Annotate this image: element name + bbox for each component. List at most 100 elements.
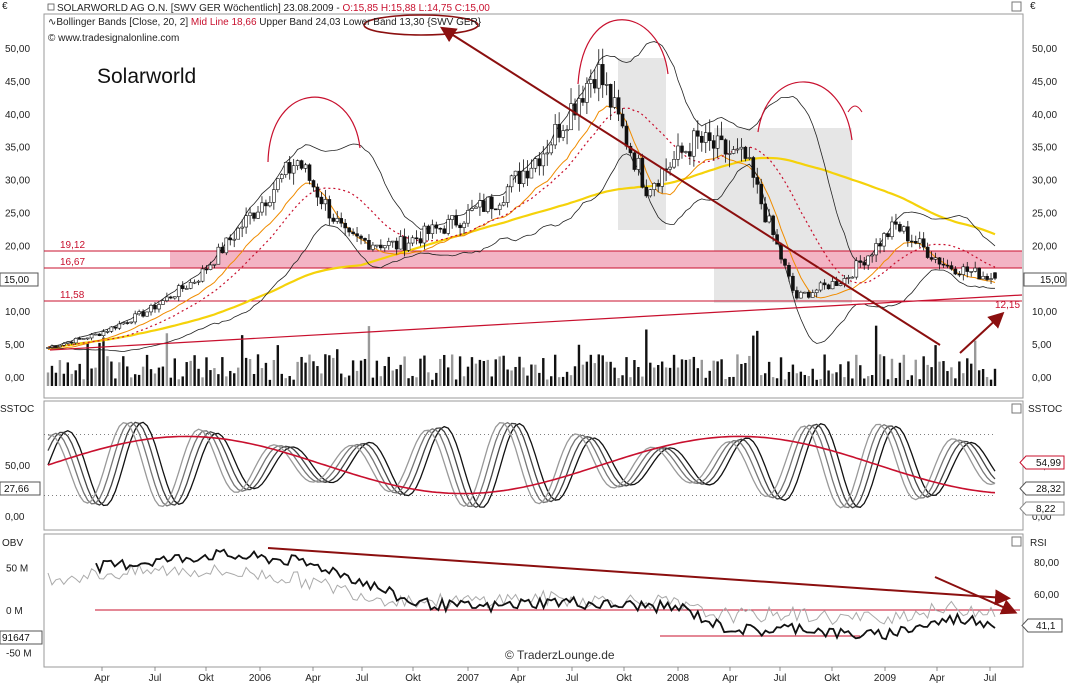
candle-body: [799, 291, 803, 299]
volume-bar: [383, 366, 386, 386]
candle-body: [89, 334, 94, 339]
candle-body: [608, 84, 613, 108]
volume-bar: [649, 362, 652, 386]
volume-bar: [490, 376, 493, 386]
volume-bar: [863, 378, 866, 386]
price-tick-right: 25,00: [1032, 209, 1057, 220]
price-tick-right: 10,00: [1032, 307, 1057, 318]
sstoc-signal-line: [47, 435, 996, 495]
level-label-2: 16,67: [60, 257, 85, 268]
candle-body: [224, 237, 229, 254]
volume-bar: [763, 373, 767, 386]
arc-annotation-2: [577, 19, 669, 85]
candle-body: [311, 180, 316, 188]
volume-bar: [744, 362, 747, 386]
volume-bar: [256, 354, 260, 386]
candle-body: [902, 226, 906, 232]
candle-body: [46, 347, 50, 349]
candle-body: [105, 330, 110, 333]
volume-bar: [173, 358, 176, 386]
candle-body: [585, 83, 589, 103]
candle-body: [600, 64, 605, 86]
volume-bar: [399, 364, 402, 386]
sstoc-menu-button[interactable]: [1011, 403, 1022, 414]
volume-bar: [958, 361, 961, 386]
candle-body: [977, 267, 981, 280]
time-tick: Jul: [984, 673, 997, 684]
candle-body: [450, 215, 454, 220]
candle-body: [204, 268, 209, 271]
volume-bar: [641, 376, 644, 386]
time-tick: Apr: [929, 673, 945, 684]
candle-body: [50, 345, 54, 348]
candle-body: [993, 272, 997, 279]
panel-menu-button[interactable]: [1011, 1, 1022, 12]
candle-body: [652, 183, 657, 190]
volume-bar: [819, 379, 822, 386]
volume-bar: [637, 367, 640, 386]
volume-bar: [205, 357, 208, 386]
candle-body: [921, 238, 926, 248]
volume-bar: [371, 377, 375, 386]
candle-body: [426, 225, 431, 234]
volume-bar: [585, 361, 589, 386]
candle-body: [557, 124, 561, 138]
obv-menu-button[interactable]: [1011, 536, 1022, 547]
candle-body: [184, 288, 189, 290]
candle-body: [727, 153, 732, 155]
volume-bar: [712, 360, 715, 386]
volume-bar: [740, 363, 743, 386]
sstoc-line: [48, 421, 996, 509]
obv-tick: -50 M: [6, 649, 32, 660]
header-line-1: SOLARWORLD AG O.N. [SWV GER Wöchentlich]…: [57, 3, 490, 14]
time-tick: 2006: [249, 673, 272, 684]
settings-icon[interactable]: [47, 3, 55, 11]
candle-body: [220, 246, 225, 254]
candle-body: [355, 233, 359, 237]
candle-body: [272, 189, 276, 203]
candle-body: [854, 260, 859, 278]
candle-body: [486, 196, 490, 212]
volume-bar: [133, 374, 137, 386]
candle-body: [533, 158, 538, 169]
candle-body: [668, 166, 672, 170]
price-tick-right: 5,00: [1032, 340, 1052, 351]
candle-body: [66, 341, 70, 344]
time-tick: Jul: [774, 673, 787, 684]
candle-body: [125, 322, 130, 324]
candle-body: [743, 146, 748, 159]
candle-body: [957, 273, 962, 276]
candle-body: [268, 202, 272, 207]
time-tick: 2007: [457, 673, 480, 684]
volume-bar: [815, 379, 818, 386]
volume-bar: [304, 362, 307, 386]
volume-bar: [985, 377, 989, 386]
candle-body: [505, 186, 510, 203]
volume-bar: [593, 363, 597, 386]
volume-bar: [62, 373, 66, 386]
volume-bar: [538, 372, 541, 386]
volume-bar: [672, 354, 676, 386]
level-label-4: 12,15: [995, 300, 1020, 311]
candle-body: [260, 202, 264, 213]
candle-body: [620, 113, 625, 127]
obv-down-arrow: [267, 547, 1011, 606]
volume-bar: [973, 340, 977, 386]
candle-body: [866, 255, 871, 266]
obv-label: OBV: [2, 538, 23, 549]
obv-tick: 50 M: [6, 564, 28, 575]
obv-badge-left-text: 91647: [2, 633, 30, 644]
volume-bar: [629, 377, 632, 386]
candle-body: [101, 331, 106, 336]
candle-body: [367, 239, 371, 250]
price-tick-left: 10,00: [5, 307, 30, 318]
candle-body: [236, 227, 240, 240]
volume-bar: [977, 370, 981, 386]
volume-bar: [664, 367, 668, 386]
header-line-2: ∿Bollinger Bands [Close, 20, 2] Mid Line…: [48, 17, 482, 28]
volume-bar: [328, 355, 331, 386]
candle-body: [703, 132, 708, 143]
volume-bar: [660, 361, 664, 386]
volume-bar: [779, 357, 783, 386]
